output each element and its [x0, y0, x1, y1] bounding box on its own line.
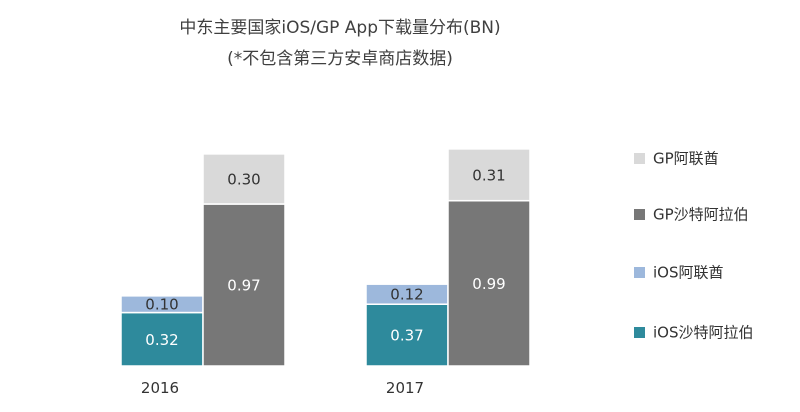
- bar-gp-2017-seg-1: [447, 148, 531, 202]
- legend-label: iOS沙特阿拉伯: [653, 324, 754, 342]
- x-axis-ticks: 2016 2017: [141, 379, 424, 397]
- chart-title: 中东主要国家iOS/GP App下载量分布(BN): [179, 18, 500, 38]
- data-label-ios-2016-seg-1: 0.10: [145, 296, 178, 314]
- legend-swatch: [634, 153, 645, 164]
- legend-label: GP沙特阿拉伯: [653, 206, 749, 224]
- legend-swatch: [634, 327, 645, 338]
- bar-gp-2017-seg-0: [447, 199, 531, 367]
- chart-subtitle: (*不包含第三方安卓商店数据): [227, 49, 453, 69]
- bars-layer: 0.32 0.10 0.97 0.30 0.37 0.12 0.99 0.31: [120, 148, 531, 367]
- data-label-gp-2016-seg-1: 0.30: [227, 170, 260, 188]
- legend-label: GP阿联酋: [653, 150, 719, 168]
- data-label-ios-2017-seg-1: 0.12: [390, 286, 423, 304]
- legend-item: iOS沙特阿拉伯: [634, 324, 754, 342]
- bar-gp-2016-seg-1: [202, 153, 286, 205]
- legend-label: iOS阿联酋: [653, 264, 724, 282]
- bar-ios-2016-seg-0: [120, 311, 204, 367]
- legend-swatch: [634, 209, 645, 220]
- legend-item: GP沙特阿拉伯: [634, 206, 749, 224]
- legend: GP阿联酋 GP沙特阿拉伯 iOS阿联酋 iOS沙特阿拉伯: [634, 150, 754, 342]
- legend-item: GP阿联酋: [634, 150, 719, 168]
- data-label-gp-2017-seg-0: 0.99: [472, 275, 505, 293]
- x-tick-label-2017: 2017: [386, 379, 424, 397]
- x-tick-label-2016: 2016: [141, 379, 179, 397]
- data-label-ios-2017-seg-0: 0.37: [390, 327, 423, 345]
- bar-ios-2017-seg-0: [365, 303, 449, 367]
- data-label-gp-2017-seg-1: 0.31: [472, 166, 505, 184]
- data-label-ios-2016-seg-0: 0.32: [145, 331, 178, 349]
- legend-item: iOS阿联酋: [634, 264, 724, 282]
- legend-swatch: [634, 267, 645, 278]
- data-label-gp-2016-seg-0: 0.97: [227, 277, 260, 295]
